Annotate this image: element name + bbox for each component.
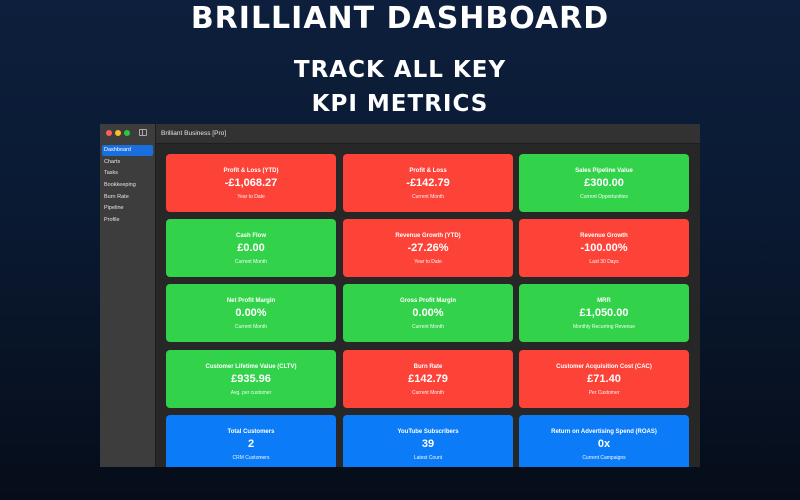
sidebar-item-burn-rate[interactable]: Burn Rate: [104, 193, 129, 200]
kpi-subtitle: Current Month: [235, 259, 267, 265]
zoom-window-button[interactable]: [124, 130, 130, 136]
marketing-subhead-line1: Track all key: [293, 57, 507, 83]
kpi-value: 2: [247, 438, 255, 450]
dashboard-grid: Profit & Loss (YTD) -£1,068.27 Year to D…: [156, 144, 700, 467]
window-title: Brilliant Business [Pro]: [161, 130, 227, 137]
kpi-value: -100.00%: [580, 242, 628, 254]
kpi-value: £1,050.00: [579, 307, 629, 319]
kpi-subtitle: Current Month: [412, 194, 444, 200]
sidebar-item-tasks[interactable]: Tasks: [104, 170, 119, 177]
kpi-title: YouTube Subscribers: [397, 429, 459, 435]
kpi-subtitle: Last 30 Days: [589, 259, 619, 265]
kpi-card-net-profit-margin[interactable]: Net Profit Margin 0.00% Current Month: [166, 284, 336, 342]
kpi-value: 39: [421, 438, 435, 450]
kpi-title: Cash Flow: [235, 233, 266, 239]
minimize-window-button[interactable]: [115, 130, 121, 136]
marketing-subhead-line2: KPI Metrics: [311, 91, 489, 117]
kpi-title: Revenue Growth (YTD): [395, 233, 461, 239]
kpi-title: Burn Rate: [413, 364, 443, 370]
app-window: Dashboard Charts Tasks Bookkeeping Burn …: [100, 124, 700, 467]
kpi-title: MRR: [597, 298, 611, 304]
kpi-value: 0.00%: [412, 307, 444, 319]
kpi-title: Customer Lifetime Value (CLTV): [205, 364, 297, 370]
kpi-value: £0.00: [237, 242, 265, 254]
kpi-subtitle: CRM Customers: [232, 455, 270, 461]
sidebar-toggle-icon[interactable]: [139, 129, 147, 136]
sidebar-item-dashboard[interactable]: Dashboard: [102, 145, 153, 156]
kpi-value: 0.00%: [235, 307, 267, 319]
sidebar: Dashboard Charts Tasks Bookkeeping Burn …: [100, 124, 156, 467]
kpi-value: £142.79: [408, 373, 448, 385]
title-bar: Brilliant Business [Pro]: [156, 124, 700, 144]
kpi-title: Customer Acquisition Cost (CAC): [556, 364, 652, 370]
kpi-subtitle: Year to Date: [237, 194, 265, 200]
kpi-subtitle: Current Campaigns: [582, 455, 626, 461]
kpi-value: £300.00: [584, 177, 624, 189]
kpi-card-total-customers[interactable]: Total Customers 2 CRM Customers: [166, 415, 336, 467]
kpi-card-youtube-subscribers[interactable]: YouTube Subscribers 39 Latest Count: [343, 415, 513, 467]
sidebar-item-charts[interactable]: Charts: [104, 158, 121, 165]
kpi-subtitle: Latest Count: [413, 455, 443, 461]
kpi-card-profit-loss-ytd[interactable]: Profit & Loss (YTD) -£1,068.27 Year to D…: [166, 154, 336, 212]
kpi-value: 0x: [597, 438, 611, 450]
kpi-card-burn-rate[interactable]: Burn Rate £142.79 Current Month: [343, 350, 513, 408]
kpi-title: Profit & Loss (YTD): [223, 168, 279, 174]
kpi-value: -27.26%: [407, 242, 449, 254]
kpi-title: Sales Pipeline Value: [575, 168, 633, 174]
kpi-card-sales-pipeline-value[interactable]: Sales Pipeline Value £300.00 Current Opp…: [519, 154, 689, 212]
kpi-title: Net Profit Margin: [226, 298, 276, 304]
sidebar-item-profile[interactable]: Profile: [104, 217, 120, 224]
marketing-headline: Brilliant Dashboard: [190, 1, 610, 36]
kpi-card-mrr[interactable]: MRR £1,050.00 Monthly Recurring Revenue: [519, 284, 689, 342]
kpi-subtitle: Current Month: [235, 324, 267, 330]
kpi-subtitle: Current Month: [412, 390, 444, 396]
kpi-value: -£142.79: [406, 177, 450, 189]
kpi-subtitle: Current Opportunities: [580, 194, 628, 200]
sidebar-nav: Dashboard Charts Tasks Bookkeeping Burn …: [102, 145, 153, 227]
kpi-card-gross-profit-margin[interactable]: Gross Profit Margin 0.00% Current Month: [343, 284, 513, 342]
kpi-subtitle: Monthly Recurring Revenue: [573, 324, 635, 330]
kpi-subtitle: Per Customer: [588, 390, 620, 396]
sidebar-item-bookkeeping[interactable]: Bookkeeping: [104, 182, 136, 189]
kpi-card-revenue-growth[interactable]: Revenue Growth -100.00% Last 30 Days: [519, 219, 689, 277]
kpi-card-customer-lifetime-value[interactable]: Customer Lifetime Value (CLTV) £935.96 A…: [166, 350, 336, 408]
kpi-value: -£1,068.27: [224, 177, 278, 189]
kpi-subtitle: Current Month: [412, 324, 444, 330]
kpi-title: Return on Advertising Spend (ROAS): [551, 429, 657, 435]
sidebar-item-pipeline[interactable]: Pipeline: [104, 205, 124, 212]
kpi-card-revenue-growth-ytd[interactable]: Revenue Growth (YTD) -27.26% Year to Dat…: [343, 219, 513, 277]
kpi-card-cash-flow[interactable]: Cash Flow £0.00 Current Month: [166, 219, 336, 277]
kpi-title: Total Customers: [227, 429, 275, 435]
kpi-title: Gross Profit Margin: [399, 298, 456, 304]
kpi-value: £935.96: [231, 373, 271, 385]
kpi-card-profit-loss[interactable]: Profit & Loss -£142.79 Current Month: [343, 154, 513, 212]
kpi-subtitle: Avg. per customer: [230, 390, 272, 396]
kpi-title: Profit & Loss: [409, 168, 447, 174]
kpi-card-roas[interactable]: Return on Advertising Spend (ROAS) 0x Cu…: [519, 415, 689, 467]
kpi-card-customer-acquisition-cost[interactable]: Customer Acquisition Cost (CAC) £71.40 P…: [519, 350, 689, 408]
kpi-value: £71.40: [587, 373, 621, 385]
kpi-subtitle: Year to Date: [414, 259, 442, 265]
close-window-button[interactable]: [106, 130, 112, 136]
kpi-title: Revenue Growth: [580, 233, 628, 239]
